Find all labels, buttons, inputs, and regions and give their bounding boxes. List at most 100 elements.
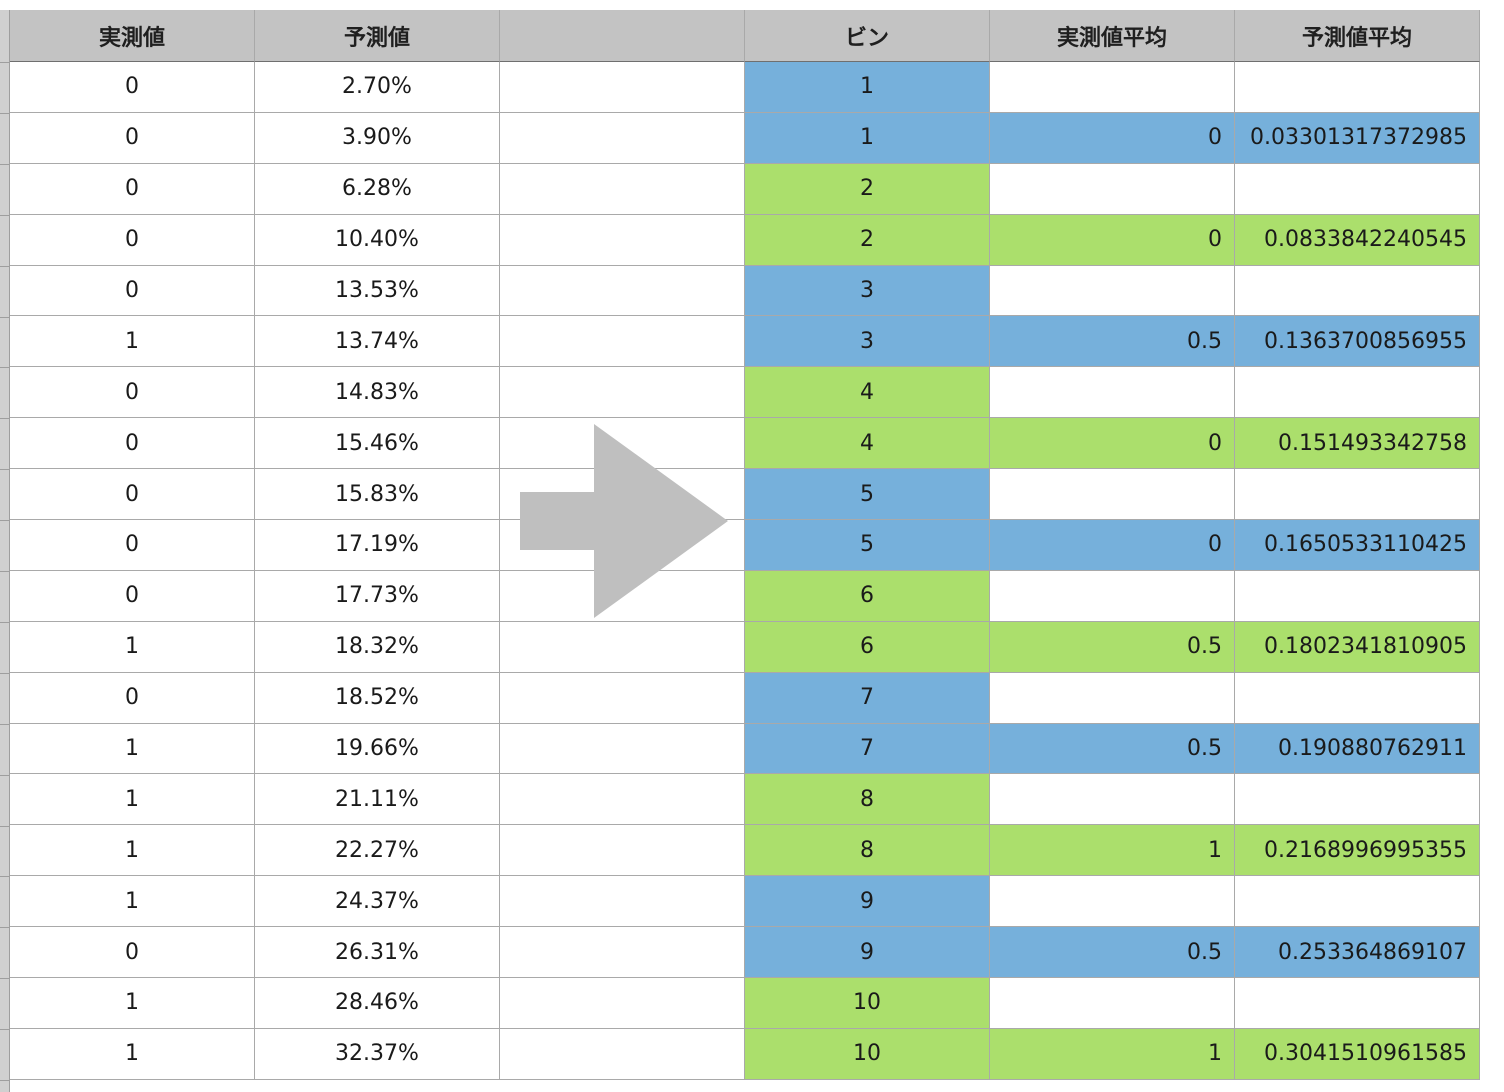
cell-predicted[interactable]: 15.46%	[255, 418, 500, 470]
cell-predicted[interactable]: 10.40%	[255, 214, 500, 266]
cell-empty[interactable]	[500, 367, 745, 419]
cell-actual-average[interactable]: 0.5	[990, 316, 1235, 368]
cell-predicted-average[interactable]: 0.253364869107	[1235, 927, 1480, 979]
cell-predicted[interactable]: 22.27%	[255, 825, 500, 877]
cell-predicted-average[interactable]	[1235, 876, 1480, 928]
cell-bin[interactable]: 7	[745, 723, 990, 775]
cell-empty[interactable]	[500, 1028, 745, 1080]
header-bin[interactable]: ビン	[745, 10, 990, 62]
header-empty[interactable]	[500, 10, 745, 62]
cell-predicted-average[interactable]	[1235, 672, 1480, 724]
cell-actual[interactable]: 0	[10, 927, 255, 979]
cell-predicted-average[interactable]	[1235, 163, 1480, 215]
cell-actual-average[interactable]	[990, 774, 1235, 826]
cell-empty[interactable]	[500, 876, 745, 928]
cell-predicted[interactable]: 18.32%	[255, 621, 500, 673]
cell-empty[interactable]	[500, 62, 745, 113]
cell-empty[interactable]	[500, 265, 745, 317]
cell-actual[interactable]: 1	[10, 774, 255, 826]
cell-actual[interactable]: 1	[10, 621, 255, 673]
cell-predicted[interactable]: 13.53%	[255, 265, 500, 317]
cell-actual-average[interactable]	[990, 978, 1235, 1029]
cell-actual-average[interactable]: 1	[990, 825, 1235, 877]
cell-predicted-average[interactable]	[1235, 265, 1480, 317]
cell-predicted[interactable]: 24.37%	[255, 876, 500, 928]
cell-predicted-average[interactable]: 0.190880762911	[1235, 723, 1480, 775]
cell-actual-average[interactable]	[990, 367, 1235, 419]
cell-predicted-average[interactable]	[1235, 469, 1480, 521]
cell-predicted[interactable]: 32.37%	[255, 1028, 500, 1080]
cell-actual[interactable]: 0	[10, 214, 255, 266]
cell-actual-average[interactable]	[990, 265, 1235, 317]
cell-predicted-average[interactable]: 0.03301317372985	[1235, 112, 1480, 164]
cell-empty[interactable]	[500, 520, 745, 571]
cell-actual[interactable]: 1	[10, 723, 255, 775]
cell-bin[interactable]: 3	[745, 265, 990, 317]
cell-bin[interactable]: 9	[745, 876, 990, 928]
cell-bin[interactable]: 5	[745, 469, 990, 521]
cell-actual[interactable]: 0	[10, 367, 255, 419]
cell-actual-average[interactable]: 0.5	[990, 621, 1235, 673]
cell-predicted-average[interactable]: 0.3041510961585	[1235, 1028, 1480, 1080]
cell-bin[interactable]: 8	[745, 825, 990, 877]
cell-bin[interactable]: 1	[745, 62, 990, 113]
cell-actual-average[interactable]: 0	[990, 214, 1235, 266]
cell-actual[interactable]: 0	[10, 520, 255, 571]
cell-bin[interactable]: 2	[745, 163, 990, 215]
cell-empty[interactable]	[500, 469, 745, 521]
cell-predicted[interactable]: 21.11%	[255, 774, 500, 826]
cell-actual[interactable]: 0	[10, 418, 255, 470]
cell-actual-average[interactable]	[990, 672, 1235, 724]
header-predicted-average[interactable]: 予測値平均	[1235, 10, 1480, 62]
cell-empty[interactable]	[500, 112, 745, 164]
cell-actual[interactable]: 1	[10, 316, 255, 368]
cell-predicted[interactable]: 15.83%	[255, 469, 500, 521]
cell-predicted-average[interactable]: 0.151493342758	[1235, 418, 1480, 470]
cell-bin[interactable]: 7	[745, 672, 990, 724]
cell-predicted-average[interactable]: 0.0833842240545	[1235, 214, 1480, 266]
cell-predicted-average[interactable]: 0.1802341810905	[1235, 621, 1480, 673]
cell-bin[interactable]: 10	[745, 978, 990, 1029]
cell-predicted[interactable]: 26.31%	[255, 927, 500, 979]
header-predicted[interactable]: 予測値	[255, 10, 500, 62]
cell-empty[interactable]	[500, 825, 745, 877]
header-actual[interactable]: 実測値	[10, 10, 255, 62]
cell-predicted[interactable]: 18.52%	[255, 672, 500, 724]
cell-actual-average[interactable]: 0	[990, 418, 1235, 470]
cell-actual[interactable]: 1	[10, 825, 255, 877]
cell-bin[interactable]: 6	[745, 621, 990, 673]
cell-actual-average[interactable]: 0	[990, 520, 1235, 571]
cell-predicted[interactable]: 17.19%	[255, 520, 500, 571]
cell-bin[interactable]: 3	[745, 316, 990, 368]
cell-actual-average[interactable]: 0.5	[990, 927, 1235, 979]
cell-actual-average[interactable]	[990, 62, 1235, 113]
cell-bin[interactable]: 4	[745, 367, 990, 419]
cell-empty[interactable]	[500, 621, 745, 673]
cell-predicted-average[interactable]	[1235, 62, 1480, 113]
cell-predicted-average[interactable]: 0.2168996995355	[1235, 825, 1480, 877]
cell-predicted[interactable]: 2.70%	[255, 62, 500, 113]
cell-empty[interactable]	[500, 774, 745, 826]
cell-predicted-average[interactable]	[1235, 367, 1480, 419]
cell-actual[interactable]: 0	[10, 570, 255, 622]
cell-empty[interactable]	[500, 978, 745, 1029]
cell-empty[interactable]	[500, 163, 745, 215]
cell-bin[interactable]: 6	[745, 570, 990, 622]
cell-bin[interactable]: 9	[745, 927, 990, 979]
cell-predicted[interactable]: 19.66%	[255, 723, 500, 775]
row-header-gutter[interactable]	[0, 10, 10, 1092]
cell-actual-average[interactable]	[990, 469, 1235, 521]
cell-bin[interactable]: 8	[745, 774, 990, 826]
cell-bin[interactable]: 1	[745, 112, 990, 164]
cell-empty[interactable]	[500, 316, 745, 368]
cell-predicted-average[interactable]: 0.1650533110425	[1235, 520, 1480, 571]
spreadsheet-grid[interactable]: 実測値 予測値 ビン 実測値平均 予測値平均 0 2.70% 1 0 3.90% 1 0 0.…	[10, 10, 1482, 1080]
cell-predicted[interactable]: 6.28%	[255, 163, 500, 215]
cell-bin[interactable]: 4	[745, 418, 990, 470]
cell-predicted[interactable]: 28.46%	[255, 978, 500, 1029]
cell-empty[interactable]	[500, 672, 745, 724]
cell-actual[interactable]: 1	[10, 1028, 255, 1080]
cell-empty[interactable]	[500, 214, 745, 266]
cell-actual[interactable]: 1	[10, 978, 255, 1029]
cell-actual[interactable]: 0	[10, 672, 255, 724]
